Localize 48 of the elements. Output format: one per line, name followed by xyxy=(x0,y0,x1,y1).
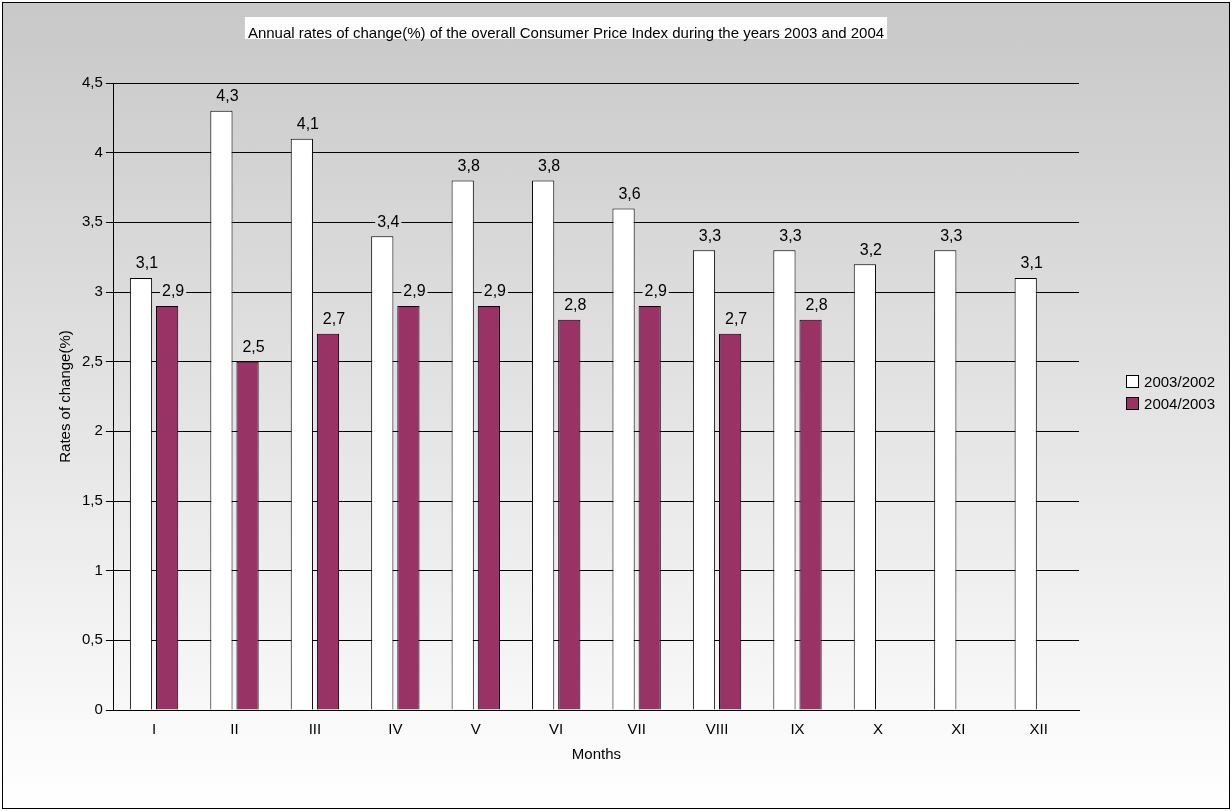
y-tick-label: 3,5 xyxy=(81,212,103,230)
y-tick-label: 1 xyxy=(94,560,103,578)
data-label: 2,8 xyxy=(805,296,828,314)
data-label: 3,8 xyxy=(457,156,480,174)
chart-title: Annual rates of change(%) of the overall Consumer Price Index during the years 2003 and 2004 xyxy=(247,24,885,42)
data-label: 4,3 xyxy=(216,87,239,105)
y-tick-label: 2,5 xyxy=(81,351,103,369)
y-axis-title: Rates of change(%) xyxy=(56,330,74,463)
y-tick-label: 0 xyxy=(94,700,103,718)
data-label: 4,1 xyxy=(296,115,320,133)
x-tick-label: VIII xyxy=(705,720,729,738)
text: 2003/2002 xyxy=(1144,373,1215,390)
x-tick-label: I xyxy=(151,720,157,738)
x-tick-label: IV xyxy=(388,720,403,738)
data-label: 3,4 xyxy=(377,212,400,230)
x-tick-label: X xyxy=(872,720,883,738)
y-tick-label: 4,5 xyxy=(81,73,103,91)
legend-label: 2004/2003 xyxy=(1144,395,1215,412)
x-tick-label: III xyxy=(308,720,322,738)
data-label: 2,7 xyxy=(725,310,748,328)
data-label: 2,7 xyxy=(322,310,346,328)
data-label: 2,8 xyxy=(564,296,587,314)
x-tick-label: II xyxy=(230,720,239,738)
x-tick-label: VII xyxy=(627,720,646,738)
x-tick-label: XI xyxy=(951,720,966,738)
data-label: 3,2 xyxy=(859,240,883,258)
x-tick-label: XII xyxy=(1029,720,1048,738)
data-label: 3,6 xyxy=(618,184,641,202)
data-label: 2,9 xyxy=(403,282,426,300)
y-tick-label: 2 xyxy=(94,421,103,439)
data-label: 3,1 xyxy=(135,254,159,272)
data-label: 3,1 xyxy=(1020,254,1043,272)
y-tick-label: 3 xyxy=(94,282,103,300)
data-label: 2,9 xyxy=(644,282,667,300)
data-label: 3,3 xyxy=(779,226,802,244)
x-tick-label: IX xyxy=(790,720,805,738)
y-tick-label: 1,5 xyxy=(81,491,103,509)
data-label: 2,9 xyxy=(162,282,185,300)
data-label: 2,5 xyxy=(242,338,265,356)
y-tick-label: 0,5 xyxy=(81,630,103,648)
data-label: 3,3 xyxy=(698,226,722,244)
data-label: 3,3 xyxy=(940,226,963,244)
data-label: 2,9 xyxy=(483,282,507,300)
x-tick-label: VI xyxy=(549,720,564,738)
data-label: 3,8 xyxy=(538,156,561,174)
y-tick-label: 4 xyxy=(94,142,103,160)
x-axis-title: Months xyxy=(571,745,622,763)
x-tick-label: V xyxy=(470,720,481,738)
